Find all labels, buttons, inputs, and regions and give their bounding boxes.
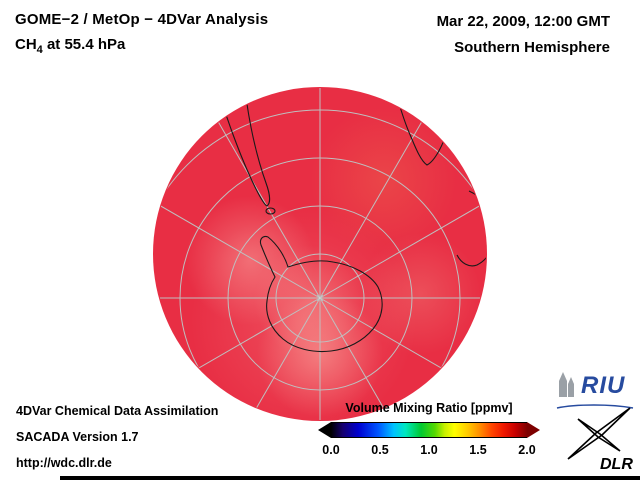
species-level-label: CH4 at 55.4 hPa — [15, 36, 268, 56]
pressure-level-label: at 55.4 hPa — [42, 36, 126, 53]
credit-line-assimilation: 4DVar Chemical Data Assimilation — [16, 404, 219, 418]
riu-underline-icon — [556, 404, 634, 409]
south-pole-marker: ✳ — [315, 293, 324, 305]
colorbar-scale — [318, 421, 540, 438]
species-subscript: 4 — [36, 44, 43, 56]
graticule — [154, 88, 486, 420]
coastline-south-america — [212, 88, 271, 207]
dlr-logo: DLR — [566, 407, 634, 473]
colorbar-tick-2: 1.0 — [420, 443, 438, 457]
hemisphere-label: Southern Hemisphere — [454, 39, 610, 56]
credits-block: 4DVar Chemical Data Assimilation SACADA … — [16, 398, 218, 476]
coastline-australia — [456, 190, 486, 267]
riu-logo: RIU — [556, 371, 636, 409]
dlr-emblem-icon: DLR — [567, 407, 633, 473]
colorbar-tick-4: 2.0 — [518, 443, 536, 457]
coastline-antarctica — [259, 235, 383, 353]
bottom-border — [60, 476, 640, 480]
colorbar-right-arrow-icon — [527, 421, 540, 438]
colorbar-tick-0: 0.0 — [322, 443, 340, 457]
riu-cathedral-icon — [559, 372, 574, 397]
credit-line-url: http://wdc.dlr.de — [16, 456, 112, 470]
hemisphere-map: ✳ — [153, 87, 487, 421]
header-left: GOME−2 / MetOp − 4DVar Analysis CH4 at 5… — [15, 11, 268, 56]
colorbar-gradient — [331, 421, 527, 438]
colorbar-tick-3: 1.5 — [469, 443, 487, 457]
coastline-tierra-del-fuego — [265, 207, 276, 215]
coastline-madagascar — [449, 119, 462, 147]
colorbar-title: Volume Mixing Ratio [ppmv] — [345, 401, 513, 415]
colorbar-left-arrow-icon — [318, 421, 331, 438]
coastline-africa — [390, 88, 463, 166]
credit-line-version: SACADA Version 1.7 — [16, 430, 139, 444]
colorbar-tick-1: 0.5 — [371, 443, 389, 457]
page-title: GOME−2 / MetOp − 4DVar Analysis — [15, 11, 269, 28]
riu-logo-text: RIU — [581, 372, 626, 399]
datetime-label: Mar 22, 2009, 12:00 GMT — [436, 13, 610, 30]
colorbar-ticks: 0.0 0.5 1.0 1.5 2.0 — [322, 443, 535, 457]
header-right: Mar 22, 2009, 12:00 GMT Southern Hemisph… — [437, 13, 610, 56]
map-overlay: ✳ — [154, 88, 486, 420]
colorbar: Volume Mixing Ratio [ppmv] 0.0 0.5 1.0 1… — [318, 401, 540, 457]
species-symbol: CH — [15, 36, 37, 53]
dlr-logo-text: DLR — [600, 456, 633, 473]
